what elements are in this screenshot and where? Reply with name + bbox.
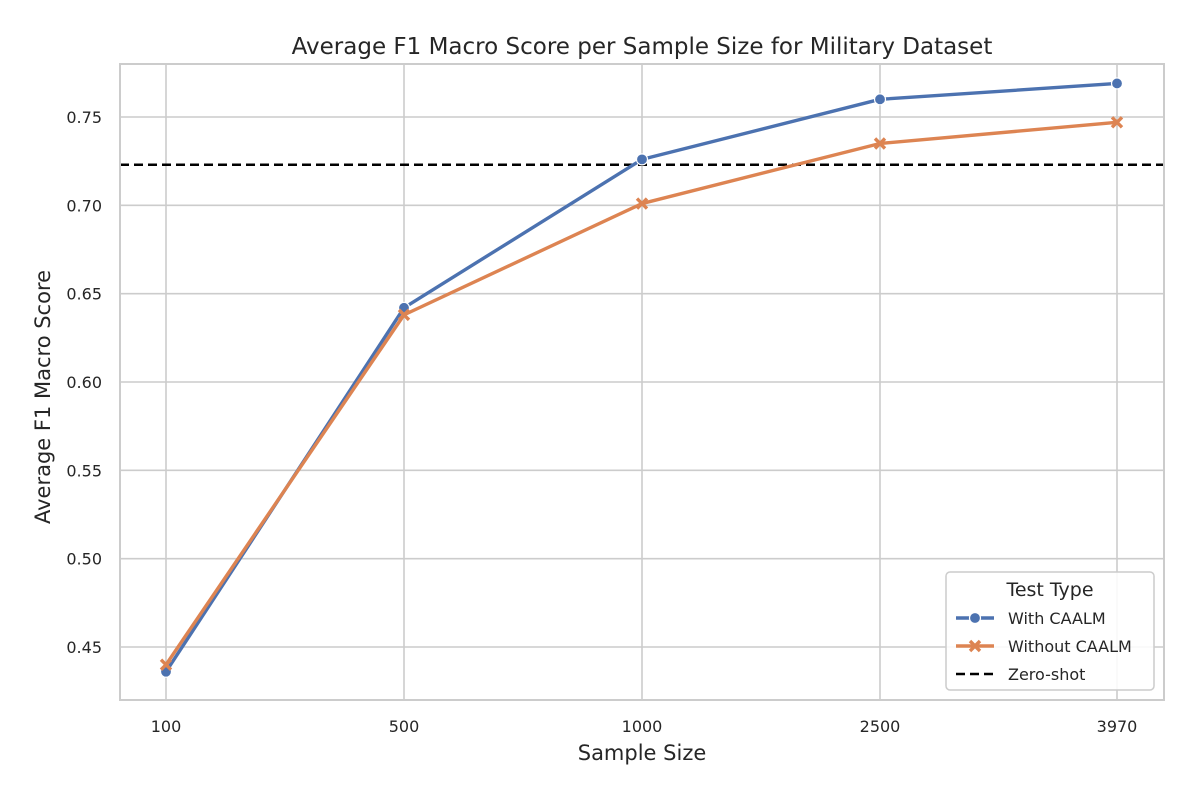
legend-box [945, 571, 1155, 691]
y-tick-label: 0.50 [66, 550, 102, 569]
plot-frame [119, 63, 1165, 701]
data-point-2 [1110, 116, 1124, 129]
chart-title: Average F1 Macro Score per Sample Size f… [292, 34, 993, 60]
legend-label: Without CAALM [1008, 637, 1132, 656]
legend: Test Type With CAALM Without CAALM Zero-sh… [945, 571, 1155, 691]
x-axis-title: Sample Size [578, 741, 707, 765]
legend-title: Test Type [1005, 579, 1093, 601]
data-point-2 [159, 658, 173, 671]
data-point-2 [873, 137, 887, 150]
data-point-1 [635, 153, 649, 166]
data-point-2 [397, 308, 411, 322]
legend-marker [968, 639, 982, 653]
y-axis-title: Average F1 Macro Score [31, 270, 55, 524]
x-tick-label: 3970 [1097, 717, 1138, 736]
y-tick-label: 0.45 [66, 638, 102, 657]
x-tick-label: 500 [389, 717, 420, 736]
data-point-2 [635, 197, 649, 210]
x-tick-label: 1000 [622, 717, 663, 736]
y-tick-label: 0.60 [66, 373, 102, 392]
data-point-1 [873, 93, 887, 106]
legend-label: Zero-shot [1008, 665, 1085, 684]
x-tick-label: 100 [151, 717, 182, 736]
legend-label: With CAALM [1008, 609, 1106, 628]
legend-marker [968, 611, 982, 625]
y-tick-label: 0.65 [66, 285, 102, 304]
data-point-1 [1110, 77, 1124, 90]
y-tick-label: 0.75 [66, 108, 102, 127]
y-tick-label: 0.55 [66, 461, 102, 480]
x-tick-label: 2500 [860, 717, 901, 736]
y-tick-label: 0.70 [66, 196, 102, 215]
